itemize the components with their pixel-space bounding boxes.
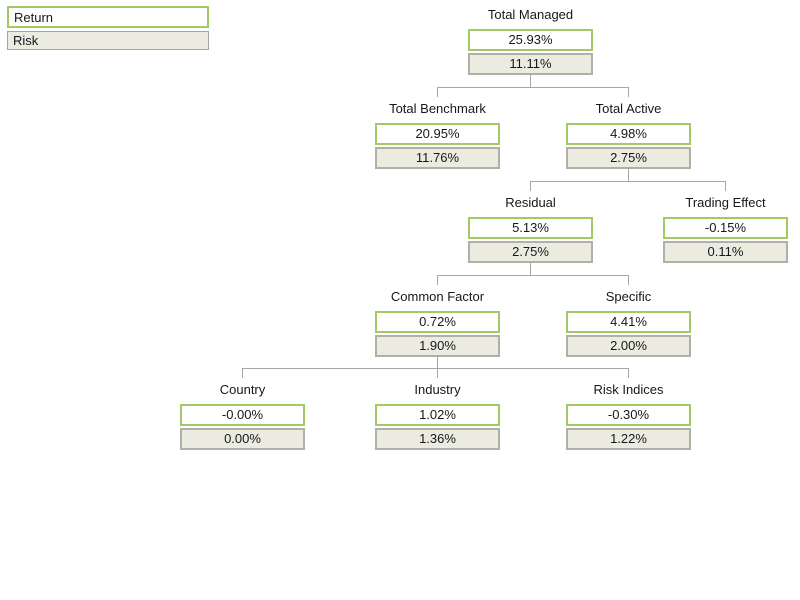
tree-node-total-active[interactable]: Total Active 4.98% 2.75%	[566, 101, 691, 169]
node-label: Industry	[414, 382, 461, 397]
legend-return: Return	[7, 6, 209, 28]
risk-value-box: 2.75%	[468, 241, 593, 263]
return-value-box: 25.93%	[468, 29, 593, 51]
node-label: Risk Indices	[593, 382, 664, 397]
return-value-box: 4.41%	[566, 311, 691, 333]
tree-node-risk-indices[interactable]: Risk Indices -0.30% 1.22%	[566, 382, 691, 450]
return-value-box: -0.00%	[180, 404, 305, 426]
node-label: Common Factor	[390, 289, 485, 304]
tree-node-industry[interactable]: Industry 1.02% 1.36%	[375, 382, 500, 450]
risk-value-box: 2.00%	[566, 335, 691, 357]
node-label: Trading Effect	[685, 195, 766, 210]
node-label: Residual	[505, 195, 556, 210]
risk-value-box: 1.90%	[375, 335, 500, 357]
return-value-box: 0.72%	[375, 311, 500, 333]
return-value-box: 20.95%	[375, 123, 500, 145]
node-label: Total Managed	[487, 7, 574, 22]
legend-return-label: Return	[14, 9, 54, 25]
return-value-box: -0.15%	[663, 217, 788, 239]
risk-value-box: 11.11%	[468, 53, 593, 75]
risk-value-box: 1.36%	[375, 428, 500, 450]
return-value-box: 5.13%	[468, 217, 593, 239]
return-value-box: 1.02%	[375, 404, 500, 426]
legend-risk: Risk	[7, 31, 209, 50]
tree-node-country[interactable]: Country -0.00% 0.00%	[180, 382, 305, 450]
risk-value-box: 2.75%	[566, 147, 691, 169]
connector-common-factor-children	[242, 357, 629, 378]
tree-node-specific[interactable]: Specific 4.41% 2.00%	[566, 289, 691, 357]
node-label: Country	[219, 382, 266, 397]
node-label: Total Active	[595, 101, 662, 116]
risk-value-box: 0.00%	[180, 428, 305, 450]
node-label: Specific	[605, 289, 652, 304]
node-label: Total Benchmark	[389, 101, 486, 116]
connector-residual-children	[437, 263, 629, 285]
risk-value-box: 0.11%	[663, 241, 788, 263]
connector-total-managed-children	[437, 75, 629, 97]
tree-node-total-benchmark[interactable]: Total Benchmark 20.95% 11.76%	[375, 101, 500, 169]
tree-node-trading-effect[interactable]: Trading Effect -0.15% 0.11%	[663, 195, 788, 263]
connector-total-active-children	[530, 169, 726, 191]
legend-risk-label: Risk	[13, 33, 39, 48]
tree-node-residual[interactable]: Residual 5.13% 2.75%	[468, 195, 593, 263]
return-value-box: 4.98%	[566, 123, 691, 145]
return-value-box: -0.30%	[566, 404, 691, 426]
risk-value-box: 1.22%	[566, 428, 691, 450]
tree-node-total-managed[interactable]: Total Managed 25.93% 11.11%	[468, 7, 593, 75]
risk-value-box: 11.76%	[375, 147, 500, 169]
tree-node-common-factor[interactable]: Common Factor 0.72% 1.90%	[375, 289, 500, 357]
